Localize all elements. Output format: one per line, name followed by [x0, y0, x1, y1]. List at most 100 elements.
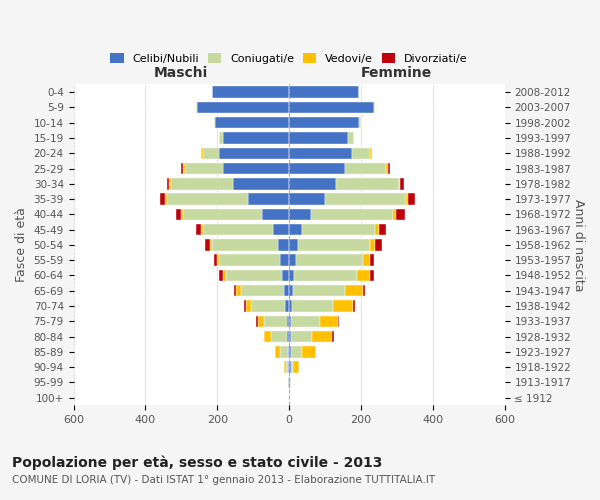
Bar [289, 331, 291, 342]
Bar [210, 239, 212, 250]
Bar [275, 346, 280, 358]
Bar [293, 285, 345, 296]
Bar [280, 346, 287, 358]
Bar [273, 224, 289, 235]
Bar [388, 163, 389, 174]
Bar [398, 178, 400, 190]
Bar [289, 117, 359, 128]
Bar [256, 316, 258, 327]
Bar [291, 346, 302, 358]
Bar [278, 239, 289, 250]
Bar [219, 270, 223, 281]
Bar [287, 346, 289, 358]
Bar [396, 208, 405, 220]
Bar [289, 208, 311, 220]
Bar [296, 254, 363, 266]
Bar [363, 285, 365, 296]
Bar [338, 316, 340, 327]
Bar [320, 316, 338, 327]
Bar [358, 270, 370, 281]
Bar [223, 270, 226, 281]
Bar [298, 239, 370, 250]
Bar [201, 224, 203, 235]
Bar [293, 362, 299, 373]
Bar [289, 132, 349, 143]
Bar [288, 362, 289, 373]
Bar [196, 224, 201, 235]
Bar [393, 208, 396, 220]
Bar [311, 208, 393, 220]
Text: COMUNE DI LORIA (TV) - Dati ISTAT 1° gennaio 2013 - Elaborazione TUTTITALIA.IT: COMUNE DI LORIA (TV) - Dati ISTAT 1° gen… [12, 475, 435, 485]
Bar [289, 86, 359, 98]
Bar [226, 270, 282, 281]
Bar [169, 178, 170, 190]
Bar [201, 148, 203, 159]
Y-axis label: Fasce di età: Fasce di età [15, 208, 28, 282]
Bar [286, 362, 288, 373]
Bar [363, 254, 370, 266]
Bar [214, 254, 217, 266]
Bar [379, 224, 386, 235]
Bar [291, 316, 320, 327]
Bar [290, 376, 291, 388]
Bar [286, 300, 289, 312]
Bar [289, 163, 345, 174]
Bar [289, 148, 352, 159]
Bar [284, 285, 289, 296]
Bar [196, 102, 197, 113]
Bar [197, 102, 289, 113]
Bar [236, 285, 241, 296]
Bar [302, 224, 376, 235]
Y-axis label: Anni di nascita: Anni di nascita [572, 198, 585, 291]
Text: Femmine: Femmine [361, 66, 433, 80]
Bar [205, 239, 210, 250]
Bar [160, 194, 165, 205]
Bar [282, 270, 289, 281]
Bar [241, 285, 284, 296]
Bar [167, 194, 248, 205]
Bar [219, 148, 289, 159]
Bar [333, 300, 353, 312]
Bar [289, 346, 291, 358]
Text: Popolazione per età, sesso e stato civile - 2013: Popolazione per età, sesso e stato civil… [12, 455, 382, 469]
Bar [289, 239, 298, 250]
Legend: Celibi/Nubili, Coniugati/e, Vedovi/e, Divorziati/e: Celibi/Nubili, Coniugati/e, Vedovi/e, Di… [106, 48, 472, 68]
Bar [215, 117, 289, 128]
Bar [251, 300, 286, 312]
Bar [223, 163, 289, 174]
Bar [170, 178, 233, 190]
Bar [181, 208, 183, 220]
Bar [289, 270, 295, 281]
Bar [217, 254, 219, 266]
Bar [289, 285, 293, 296]
Bar [353, 300, 355, 312]
Bar [234, 285, 236, 296]
Bar [400, 178, 404, 190]
Bar [183, 163, 185, 174]
Bar [376, 239, 382, 250]
Bar [345, 163, 386, 174]
Bar [264, 331, 271, 342]
Bar [203, 148, 219, 159]
Bar [258, 316, 263, 327]
Bar [289, 316, 291, 327]
Bar [313, 331, 332, 342]
Bar [219, 132, 223, 143]
Bar [289, 362, 290, 373]
Bar [291, 331, 313, 342]
Bar [359, 117, 361, 128]
Bar [165, 194, 167, 205]
Bar [203, 224, 273, 235]
Bar [176, 208, 181, 220]
Bar [262, 208, 289, 220]
Bar [289, 194, 325, 205]
Bar [370, 148, 372, 159]
Bar [287, 316, 289, 327]
Bar [349, 132, 354, 143]
Bar [289, 376, 290, 388]
Bar [386, 163, 388, 174]
Bar [325, 194, 406, 205]
Bar [214, 117, 215, 128]
Bar [345, 285, 363, 296]
Bar [289, 102, 374, 113]
